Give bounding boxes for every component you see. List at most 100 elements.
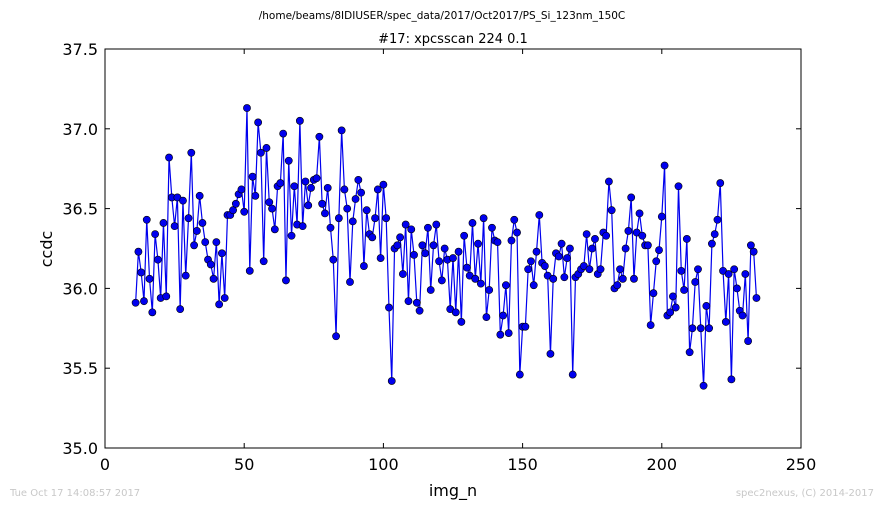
data-point (360, 262, 368, 270)
data-point (471, 274, 480, 283)
data-point (307, 183, 315, 192)
data-point (691, 278, 700, 286)
data-point (510, 215, 519, 224)
data-point (463, 263, 471, 272)
data-point (677, 266, 686, 275)
data-point (476, 279, 485, 288)
data-point (337, 126, 346, 135)
data-point (596, 265, 605, 274)
x-tick-label: 250 (786, 455, 817, 474)
data-point (368, 233, 377, 242)
data-point (248, 172, 257, 181)
chart-title: #17: xpcsscan 224 0.1 (378, 32, 528, 47)
data-point (716, 179, 725, 187)
data-point (627, 193, 636, 202)
data-point (646, 321, 655, 330)
data-point (588, 244, 597, 253)
data-point (616, 265, 624, 274)
data-point (504, 329, 513, 337)
data-point (259, 257, 268, 266)
data-point (638, 231, 647, 240)
data-point (624, 227, 633, 235)
x-tick-label: 200 (647, 455, 678, 474)
data-point (485, 286, 494, 294)
data-point (393, 241, 402, 250)
data-point (744, 337, 752, 345)
data-point (262, 144, 271, 152)
data-point (398, 270, 407, 278)
data-point (362, 206, 371, 215)
y-tick-label: 37.5 (62, 40, 98, 59)
data-point (688, 324, 697, 333)
data-point (613, 281, 622, 290)
data-point (140, 297, 148, 306)
y-tick-label: 35.0 (62, 439, 98, 458)
data-point (137, 268, 146, 277)
y-axis-label: ccdc (37, 231, 56, 268)
data-point (635, 209, 644, 218)
data-point (245, 266, 254, 275)
data-point (721, 318, 730, 326)
data-point (357, 188, 366, 197)
data-point (376, 254, 385, 262)
data-point (474, 239, 482, 248)
data-point (282, 276, 290, 285)
data-point (546, 349, 555, 358)
data-point (521, 322, 530, 331)
data-point (318, 199, 327, 208)
ticks: 0 50 100 150 200 250 35.0 35.5 36.0 36.5 37.0 37.5 (62, 40, 816, 474)
data-point (323, 183, 332, 192)
data-point (479, 214, 488, 223)
data-point (696, 324, 705, 333)
plot-area (131, 104, 761, 390)
data-point (649, 289, 658, 298)
data-point (379, 180, 388, 189)
data-point (680, 286, 688, 294)
data-point (426, 286, 435, 294)
data-point (209, 274, 218, 283)
data-point (682, 235, 691, 243)
data-point (618, 274, 627, 283)
data-point (176, 305, 185, 314)
footer-credit: spec2nexus, (C) 2014-2017 (735, 488, 874, 499)
data-point (421, 249, 430, 258)
data-point (346, 278, 354, 286)
axes-frame (104, 48, 802, 449)
data-point (454, 247, 463, 256)
data-point (482, 313, 491, 322)
data-point (749, 247, 758, 256)
y-tick-label: 37.0 (62, 120, 98, 139)
data-point (568, 370, 577, 379)
data-point (290, 182, 299, 191)
data-point (451, 308, 460, 317)
x-tick-label: 150 (507, 455, 538, 474)
data-point (730, 265, 739, 274)
data-point (415, 306, 424, 315)
data-point (674, 182, 683, 191)
data-point (557, 239, 566, 248)
data-point (602, 231, 611, 240)
data-point (708, 239, 716, 248)
data-point (515, 370, 524, 379)
axes (104, 48, 802, 449)
data-point (240, 207, 249, 216)
data-point (460, 231, 469, 240)
data-point (329, 255, 338, 264)
data-point (284, 156, 293, 165)
footer-timestamp: Tue Oct 17 14:08:57 2017 (10, 488, 141, 499)
data-point (655, 246, 663, 254)
data-point (148, 308, 157, 317)
data-point (192, 227, 201, 235)
data-point (295, 116, 304, 125)
data-point (231, 199, 240, 208)
data-point (468, 219, 477, 227)
data-point (190, 241, 198, 250)
data-point (321, 209, 329, 218)
x-tick-label: 0 (100, 455, 110, 474)
data-point (237, 185, 246, 194)
data-point (354, 175, 363, 184)
data-point (607, 206, 616, 215)
data-point (501, 281, 510, 290)
data-point (254, 118, 263, 127)
data-point (666, 308, 675, 317)
